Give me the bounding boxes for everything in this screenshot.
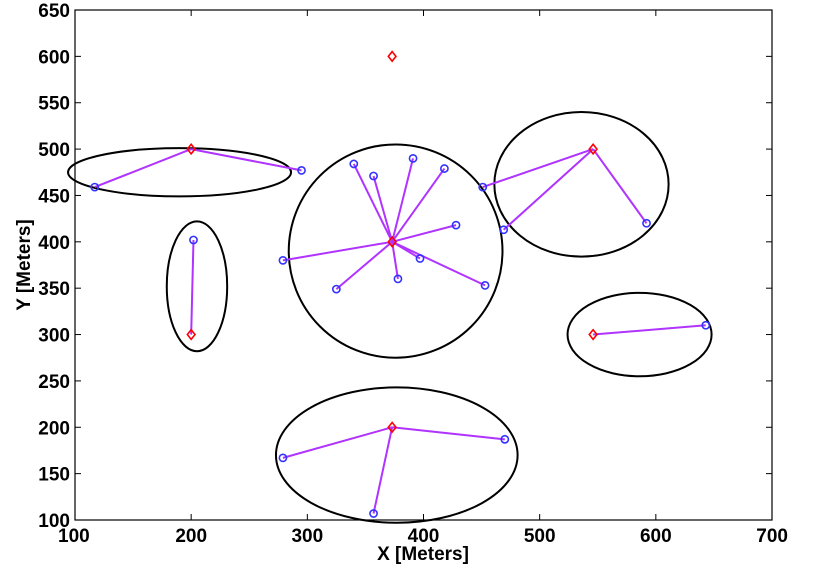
- head-point: [387, 235, 397, 248]
- link-line: [94, 148, 192, 189]
- x-tick-label: 200: [175, 526, 207, 547]
- link-line: [482, 148, 594, 189]
- y-tick-labels: 100 150 200 250 300 350 400 450 500 550 600 650: [38, 1, 70, 532]
- member-point: [349, 159, 359, 169]
- x-tick-label: 100: [58, 526, 90, 547]
- x-tick-label: 700: [756, 526, 788, 547]
- member-point: [393, 274, 403, 284]
- cluster-links: [94, 148, 706, 514]
- member-point: [189, 235, 198, 245]
- x-axis-title: X [Meters]: [377, 544, 469, 565]
- member-point: [297, 166, 306, 175]
- member-point: [278, 255, 288, 265]
- member-point: [478, 182, 488, 192]
- axis-ticks: [74, 9, 773, 521]
- link-line: [391, 167, 446, 243]
- link-line: [392, 426, 505, 441]
- member-point: [500, 434, 510, 444]
- y-tick-label: 350: [38, 279, 70, 300]
- y-tick-label: 450: [38, 186, 70, 207]
- member-point: [415, 254, 425, 263]
- member-point: [331, 284, 341, 294]
- head-point: [588, 328, 598, 341]
- x-tick-labels: 100 200 300 400 500 600 700: [58, 526, 788, 547]
- member-point: [451, 220, 461, 230]
- member-point: [408, 153, 418, 163]
- plot-area: [74, 9, 773, 521]
- x-tick-label: 300: [291, 526, 323, 547]
- link-line: [391, 158, 415, 243]
- member-point: [278, 453, 288, 463]
- link-line: [335, 241, 393, 290]
- link-line: [352, 163, 394, 243]
- link-line: [592, 148, 648, 224]
- link-line: [372, 175, 394, 243]
- member-point: [701, 320, 711, 330]
- member-point: [642, 218, 651, 228]
- x-tick-label: 400: [408, 526, 440, 547]
- cluster-ellipse: [566, 291, 713, 378]
- cluster-ellipse: [274, 386, 519, 524]
- y-tick-label: 600: [38, 47, 70, 68]
- head-point: [588, 143, 598, 156]
- y-tick-label: 300: [38, 326, 70, 347]
- y-tick-label: 650: [38, 1, 70, 22]
- link-line: [391, 224, 457, 243]
- head-point: [387, 50, 397, 63]
- link-line: [391, 241, 399, 280]
- y-tick-label: 500: [38, 140, 70, 161]
- link-line: [190, 148, 302, 172]
- cluster-ellipse: [67, 147, 293, 198]
- x-tick-label: 600: [640, 526, 672, 547]
- member-point: [369, 509, 378, 518]
- link-line: [391, 240, 486, 287]
- x-tick-label: 500: [524, 526, 556, 547]
- member-point: [440, 164, 449, 173]
- member-point: [480, 280, 490, 290]
- cluster-boundaries: [67, 111, 713, 524]
- member-nodes: [90, 153, 711, 518]
- link-line: [282, 426, 393, 459]
- y-tick-label: 100: [38, 511, 70, 532]
- link-line: [502, 148, 594, 231]
- link-line: [593, 324, 706, 336]
- y-axis-title: Y [Meters]: [14, 219, 35, 311]
- head-point: [387, 421, 397, 434]
- y-tick-label: 250: [38, 372, 70, 393]
- cluster-head-nodes: [186, 50, 598, 434]
- link-line: [282, 240, 393, 262]
- y-tick-label: 550: [38, 94, 70, 115]
- member-point: [369, 171, 378, 181]
- y-tick-label: 400: [38, 233, 70, 254]
- y-tick-label: 200: [38, 418, 70, 439]
- link-line: [190, 239, 195, 335]
- link-line: [372, 427, 394, 514]
- member-point: [499, 225, 509, 235]
- cluster-ellipse: [287, 143, 504, 359]
- member-point: [90, 182, 100, 192]
- head-point: [186, 143, 197, 156]
- head-point: [186, 328, 197, 341]
- y-tick-label: 150: [38, 465, 70, 486]
- cluster-ellipse: [493, 111, 670, 258]
- cluster-ellipse: [165, 220, 229, 353]
